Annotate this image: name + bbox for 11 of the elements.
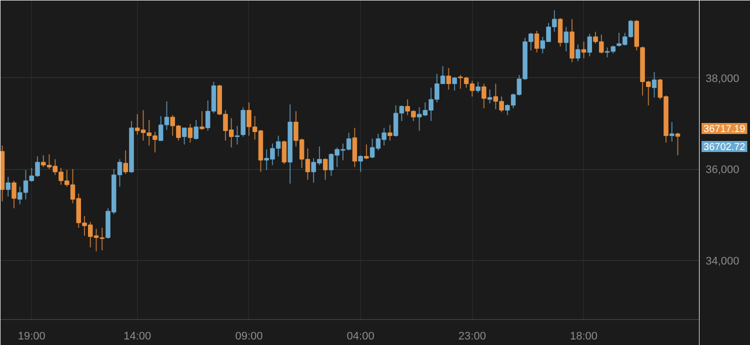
x-tick-label: 23:00 xyxy=(458,330,486,342)
y-tick-label: 36,000 xyxy=(706,164,740,176)
y-tick-label: 38,000 xyxy=(706,72,740,85)
x-tick-label: 18:00 xyxy=(570,330,598,342)
text: 36702.72 xyxy=(704,142,746,153)
x-tick-label: 19:00 xyxy=(18,330,46,342)
x-tick-label: 14:00 xyxy=(124,330,152,342)
x-tick-label: 04:00 xyxy=(346,330,374,342)
y-tick-label: 34,000 xyxy=(706,255,740,268)
text: 36717.19 xyxy=(704,124,746,135)
x-tick-label: 09:00 xyxy=(235,330,263,342)
